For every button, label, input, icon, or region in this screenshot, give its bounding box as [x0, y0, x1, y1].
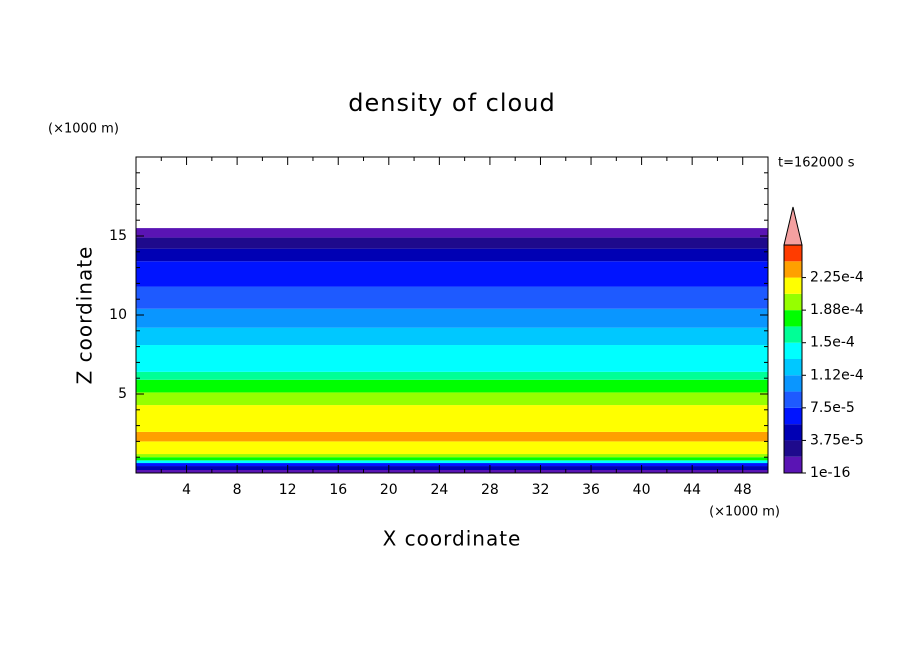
contour-band — [136, 286, 768, 309]
x-axis-label: X coordinate — [383, 527, 522, 551]
y-tick-label: 5 — [118, 386, 127, 402]
contour-band — [136, 248, 768, 262]
contour-band — [136, 441, 768, 455]
contour-band — [136, 405, 768, 432]
x-tick-label: 48 — [734, 482, 752, 498]
contour-band — [136, 228, 768, 238]
contour-band — [136, 431, 768, 442]
colorbar-box — [784, 342, 802, 359]
y-tick-label: 10 — [109, 307, 127, 323]
colorbar-tick-label: 1.88e-4 — [810, 302, 864, 318]
y-tick-label: 15 — [109, 228, 127, 244]
x-tick-label: 40 — [633, 482, 651, 498]
colorbar-tick-label: 1e-16 — [810, 465, 850, 481]
contour-band — [136, 463, 768, 467]
contour-band — [136, 466, 768, 470]
x-tick-label: 8 — [233, 482, 242, 498]
colorbar-box — [784, 293, 802, 311]
colorbar-tick-label: 1.5e-4 — [810, 335, 855, 351]
colorbar-box — [784, 245, 802, 262]
colorbar-box — [784, 359, 802, 376]
colorbar-tick-label: 1.12e-4 — [810, 367, 864, 383]
contour-band — [136, 460, 768, 464]
contour-band — [136, 327, 768, 346]
time-label: t=162000 s — [778, 156, 855, 171]
contour-band — [136, 469, 768, 473]
x-tick-label: 20 — [380, 482, 398, 498]
x-tick-label: 24 — [430, 482, 448, 498]
contour-band — [136, 392, 768, 406]
contour-band — [136, 261, 768, 287]
contour-band — [136, 345, 768, 372]
x-unit: (×1000 m) — [709, 505, 780, 520]
x-tick-label: 12 — [279, 482, 297, 498]
contour-band — [136, 457, 768, 461]
colorbar-box — [784, 277, 802, 294]
colorbar-tick-label: 2.25e-4 — [810, 270, 864, 286]
colorbar-box — [784, 326, 802, 343]
colorbar-box — [784, 456, 802, 473]
contour-band — [136, 454, 768, 458]
contour-band — [136, 371, 768, 380]
colorbar-extend — [783, 206, 803, 246]
colorbar-box — [784, 407, 802, 425]
colorbar-box — [784, 424, 802, 441]
x-tick-label: 32 — [532, 482, 550, 498]
colorbar-tick-label: 3.75e-5 — [810, 432, 864, 448]
x-tick-label: 16 — [329, 482, 347, 498]
colorbar-box — [784, 440, 802, 457]
colorbar-box — [784, 391, 802, 408]
colorbar-box — [784, 310, 802, 327]
contour-band — [136, 237, 768, 249]
x-tick-label: 4 — [182, 482, 191, 498]
colorbar-tick-label: 7.5e-5 — [810, 400, 855, 416]
x-tick-label: 28 — [481, 482, 499, 498]
contour-band — [136, 308, 768, 328]
colorbar-box — [784, 261, 802, 278]
colorbar-frame — [783, 244, 803, 474]
y-unit: (×1000 m) — [48, 122, 119, 137]
y-axis-label: Z coordinate — [73, 246, 97, 385]
contour-band — [136, 379, 768, 393]
colorbar-box — [784, 375, 802, 392]
x-tick-label: 36 — [582, 482, 600, 498]
chart-title: density of cloud — [348, 89, 555, 117]
x-tick-label: 44 — [683, 482, 701, 498]
